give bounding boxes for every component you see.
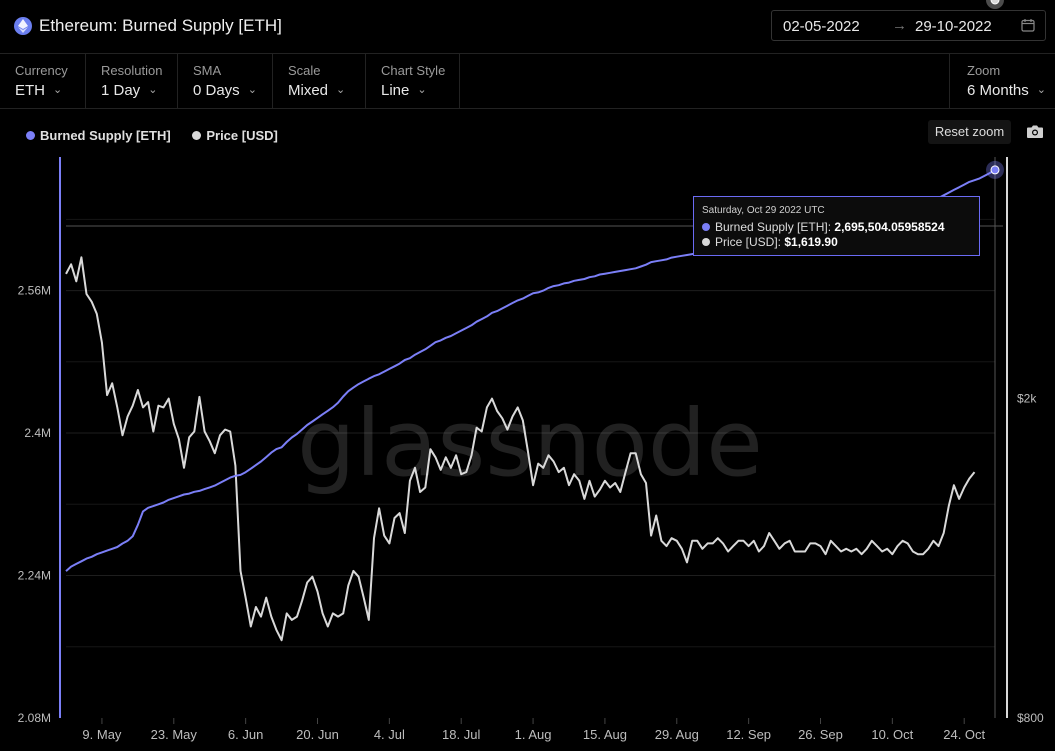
chevron-down-icon: ⌄ bbox=[417, 84, 427, 96]
calendar-icon[interactable] bbox=[1021, 18, 1035, 36]
currency-value: ETH bbox=[15, 82, 45, 99]
date-arrow: → bbox=[892, 17, 907, 34]
x-tick-label: 6. Jun bbox=[228, 727, 263, 742]
y-tick-label-left: 2.4M bbox=[24, 426, 51, 440]
x-tick-label: 20. Jun bbox=[296, 727, 339, 742]
ethereum-logo-icon bbox=[14, 17, 32, 35]
tooltip-value: 2,695,504.05958524 bbox=[834, 220, 945, 234]
zoom-value: 6 Months bbox=[967, 82, 1029, 99]
hover-marker-burned-supply bbox=[990, 165, 1000, 175]
date-to[interactable]: 29-10-2022 bbox=[915, 18, 992, 35]
page-title: Ethereum: Burned Supply [ETH] bbox=[39, 16, 282, 35]
chevron-down-icon: ⌄ bbox=[53, 84, 63, 96]
resolution-label: Resolution bbox=[101, 63, 163, 78]
sma-label: SMA bbox=[193, 63, 222, 78]
x-tick-label: 1. Aug bbox=[515, 727, 552, 742]
top-bar: Ethereum: Burned Supply [ETH] 02-05-2022… bbox=[0, 0, 1055, 54]
x-tick-label: 26. Sep bbox=[798, 727, 843, 742]
tooltip-value: $1,619.90 bbox=[784, 235, 838, 249]
tooltip-dot bbox=[702, 238, 710, 246]
chart-tooltip: Saturday, Oct 29 2022 UTC Burned Supply … bbox=[693, 196, 980, 256]
x-tick-label: 4. Jul bbox=[374, 727, 405, 742]
zoom-select[interactable]: Zoom 6 Months ⌄ bbox=[949, 54, 1055, 108]
x-tick-label: 24. Oct bbox=[943, 727, 985, 742]
legend-label: Price [USD] bbox=[206, 128, 278, 143]
tooltip-label: Burned Supply [ETH]: bbox=[715, 220, 832, 234]
currency-label: Currency bbox=[15, 63, 68, 78]
tooltip-row-burned: Burned Supply [ETH]: 2,695,504.05958524 bbox=[702, 220, 945, 234]
hover-markers bbox=[986, 0, 1004, 179]
hover-marker-price bbox=[990, 0, 1000, 5]
y-axis-left: 2.08M 2.24M 2.4M 2.56M bbox=[18, 284, 51, 725]
scale-value: Mixed bbox=[288, 82, 329, 99]
scale-select[interactable]: Scale Mixed ⌄ bbox=[273, 54, 366, 108]
y-tick-label-left: 2.24M bbox=[18, 569, 51, 583]
chart-legend: Burned Supply [ETH] Price [USD] bbox=[26, 128, 296, 143]
tooltip-label: Price [USD]: bbox=[715, 235, 782, 249]
chart-style-label: Chart Style bbox=[381, 63, 446, 78]
legend-dot bbox=[192, 131, 202, 140]
date-from[interactable]: 02-05-2022 bbox=[783, 18, 860, 35]
chart-controls: Currency ETH ⌄ Resolution 1 Day ⌄ SMA 0 Da… bbox=[0, 54, 1055, 109]
reset-zoom-button[interactable]: Reset zoom bbox=[928, 120, 1011, 144]
x-tick-label: 15. Aug bbox=[583, 727, 627, 742]
legend-label: Burned Supply [ETH] bbox=[40, 128, 171, 143]
x-tick-label: 12. Sep bbox=[726, 727, 771, 742]
y-tick-label-right: $800 bbox=[1017, 711, 1044, 725]
resolution-select[interactable]: Resolution 1 Day ⌄ bbox=[86, 54, 178, 108]
sma-select[interactable]: SMA 0 Days ⌄ bbox=[178, 54, 273, 108]
zoom-label: Zoom bbox=[967, 63, 1001, 78]
tooltip-dot bbox=[702, 223, 710, 231]
chevron-down-icon: ⌄ bbox=[148, 84, 158, 96]
tooltip-date: Saturday, Oct 29 2022 UTC bbox=[702, 205, 825, 216]
x-tick-label: 10. Oct bbox=[871, 727, 913, 742]
currency-select[interactable]: Currency ETH ⌄ bbox=[0, 54, 86, 108]
scale-label: Scale bbox=[288, 63, 321, 78]
legend-dot bbox=[26, 131, 35, 140]
chevron-down-icon: ⌄ bbox=[1036, 84, 1046, 96]
x-tick-label: 18. Jul bbox=[442, 727, 480, 742]
y-tick-label-left: 2.08M bbox=[18, 711, 51, 725]
x-axis: 9. May 23. May 6. Jun 20. Jun 4. Jul 18. Jul 1… bbox=[82, 718, 986, 742]
chevron-down-icon: ⌄ bbox=[336, 84, 346, 96]
x-tick-label: 29. Aug bbox=[655, 727, 699, 742]
y-axis-right: $800 $2k bbox=[1017, 392, 1044, 725]
chart-style-value: Line bbox=[381, 82, 410, 99]
date-range-picker[interactable]: 02-05-2022 → 29-10-2022 bbox=[771, 10, 1046, 41]
tooltip-row-price: Price [USD]: $1,619.90 bbox=[702, 235, 838, 249]
watermark: glassnode bbox=[297, 390, 763, 497]
camera-icon[interactable] bbox=[1026, 124, 1044, 144]
legend-item-burned-supply[interactable]: Burned Supply [ETH] bbox=[26, 128, 171, 143]
series-line-price bbox=[65, 256, 976, 642]
legend-item-price[interactable]: Price [USD] bbox=[192, 128, 278, 143]
y-tick-label-right: $2k bbox=[1017, 392, 1037, 406]
sma-value: 0 Days bbox=[193, 82, 240, 99]
chart-style-select[interactable]: Chart Style Line ⌄ bbox=[366, 54, 460, 108]
resolution-value: 1 Day bbox=[101, 82, 141, 99]
y-tick-label-left: 2.56M bbox=[18, 284, 51, 298]
x-tick-label: 23. May bbox=[151, 727, 198, 742]
chevron-down-icon: ⌄ bbox=[247, 84, 257, 96]
x-tick-label: 9. May bbox=[82, 727, 122, 742]
